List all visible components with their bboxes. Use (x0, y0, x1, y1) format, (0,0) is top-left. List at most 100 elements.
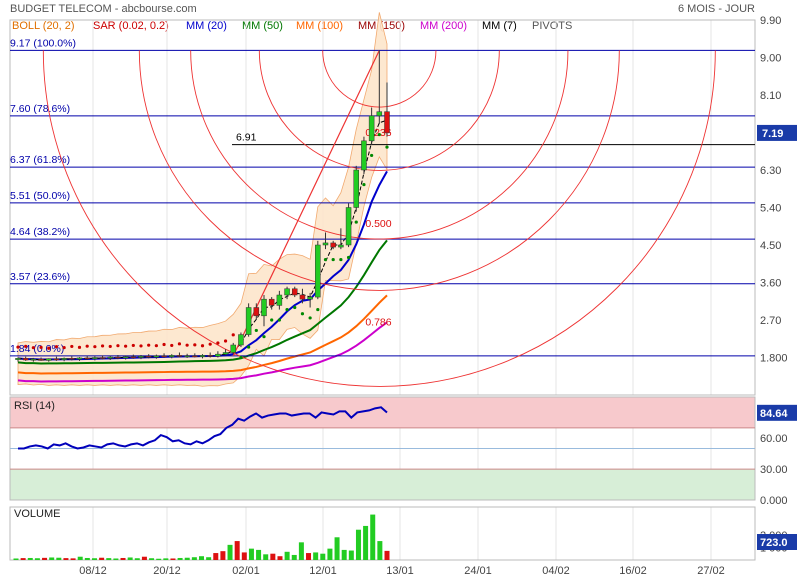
fan-arc (258, 50, 500, 171)
sar-dot (177, 342, 182, 346)
last-price-value: 7.19 (762, 128, 783, 140)
price-tick-label: 9.00 (760, 53, 781, 65)
sar-dot (270, 318, 274, 322)
candle-body (284, 288, 290, 296)
candle-body (353, 169, 359, 208)
sar-dot (70, 344, 74, 349)
period-label: 6 MOIS - JOUR (678, 3, 755, 15)
volume-bar (42, 557, 48, 560)
rsi-line (18, 406, 388, 450)
sar-dot (208, 342, 212, 346)
candle-body (199, 355, 206, 357)
sar-dot (170, 343, 174, 348)
volume-bar (177, 557, 183, 560)
volume-bar (156, 558, 162, 560)
volume-bar (206, 557, 212, 560)
candle-body (30, 358, 37, 361)
arc-ratio-label: 0.786 (365, 316, 391, 328)
date-tick-label: 20/12 (153, 565, 181, 577)
price-tick-label: 4.50 (760, 240, 781, 252)
price-tick-label: 5.40 (760, 203, 781, 215)
sar-dot (93, 345, 97, 349)
sar-dot (346, 255, 351, 260)
rsi-oversold-zone (10, 469, 755, 500)
volume-panel: VOLUME2 0001 000723.0 (9, 506, 797, 561)
candle-body (15, 358, 21, 360)
volume-bar (63, 558, 69, 560)
fib-level-label: 6.37 (61.8%) (10, 154, 70, 166)
fan-arc (138, 50, 620, 291)
price-tick-label: 9.90 (760, 15, 781, 27)
volume-bar (99, 557, 105, 560)
volume-bar (163, 558, 169, 560)
volume-bar (384, 550, 390, 560)
candle-body (368, 115, 375, 142)
trend-line (232, 50, 380, 357)
candle-body (107, 356, 113, 359)
sar-dot (108, 344, 112, 349)
sar-dot (300, 312, 305, 316)
fib-level-label: 5.51 (50.0%) (10, 190, 70, 202)
sar-dot (370, 153, 374, 158)
volume-bar (49, 557, 55, 560)
volume-bar (377, 541, 383, 560)
sar-dot (154, 344, 158, 348)
volume-bar (149, 558, 155, 560)
candle-body (315, 244, 321, 298)
sar-dot (47, 346, 51, 350)
volume-bar (327, 548, 333, 560)
candle-body (161, 355, 167, 358)
legend-item: MM (200) (420, 20, 467, 32)
candle-body (322, 242, 329, 246)
sar-dot (362, 182, 366, 187)
candle-body (268, 298, 275, 306)
volume-bar (341, 549, 347, 560)
rsi-value-badge (757, 404, 797, 421)
legend-item: MM (100) (296, 20, 343, 32)
sar-dot (147, 343, 151, 347)
fib-level-label: 3.57 (23.6%) (10, 271, 70, 283)
sar-dot (339, 257, 343, 262)
candle-body (299, 294, 306, 300)
rsi-label: RSI (14) (14, 400, 55, 412)
mm200-line (17, 321, 388, 383)
volume-bar (313, 552, 319, 560)
volume-last-value: 723.0 (760, 537, 788, 549)
candle-body (384, 111, 390, 134)
candle-body (92, 357, 98, 359)
sar-dot (162, 342, 166, 347)
price-tick-label: 1.800 (760, 353, 788, 365)
fib-level-label: 7.60 (78.6%) (10, 103, 70, 115)
volume-bar (355, 529, 361, 560)
candle-body (376, 111, 383, 117)
candle-body (115, 356, 121, 359)
price-tick-label: 3.60 (760, 278, 781, 290)
sar-dot (231, 333, 235, 337)
legend-item: PIVOTS (532, 20, 572, 32)
candle-body (69, 358, 75, 360)
candle-body (46, 358, 52, 361)
candle-body (122, 356, 129, 359)
date-tick-label: 12/01 (309, 565, 337, 577)
date-axis: 08/12 20/12 02/01 12/01 13/01 24/01 04/02 16/02… (79, 565, 725, 577)
chart-title: BUDGET TELECOM - abcbourse.com (10, 3, 197, 15)
volume-bar (141, 556, 147, 560)
fib-level-label: 1.84 (0.0%) (10, 343, 64, 355)
candle-body (215, 353, 221, 357)
candle-body (184, 355, 190, 358)
price-tick-label: 2.70 (760, 315, 781, 327)
volume-bar (363, 525, 369, 560)
candle-body (245, 307, 252, 335)
candle-body (84, 357, 90, 360)
legend-item: MM (50) (242, 20, 283, 32)
volume-bar (91, 558, 97, 560)
rsi-overbought-zone (10, 397, 755, 428)
candle-body (169, 355, 175, 357)
chart-header: BUDGET TELECOM - abcbourse.com 6 MOIS - … (10, 3, 755, 15)
candle-body (130, 356, 137, 358)
candle-body (22, 358, 29, 361)
legend-item: SAR (0.02, 0.2) (93, 20, 169, 32)
candle-body (345, 207, 352, 246)
volume-bar (170, 558, 176, 560)
